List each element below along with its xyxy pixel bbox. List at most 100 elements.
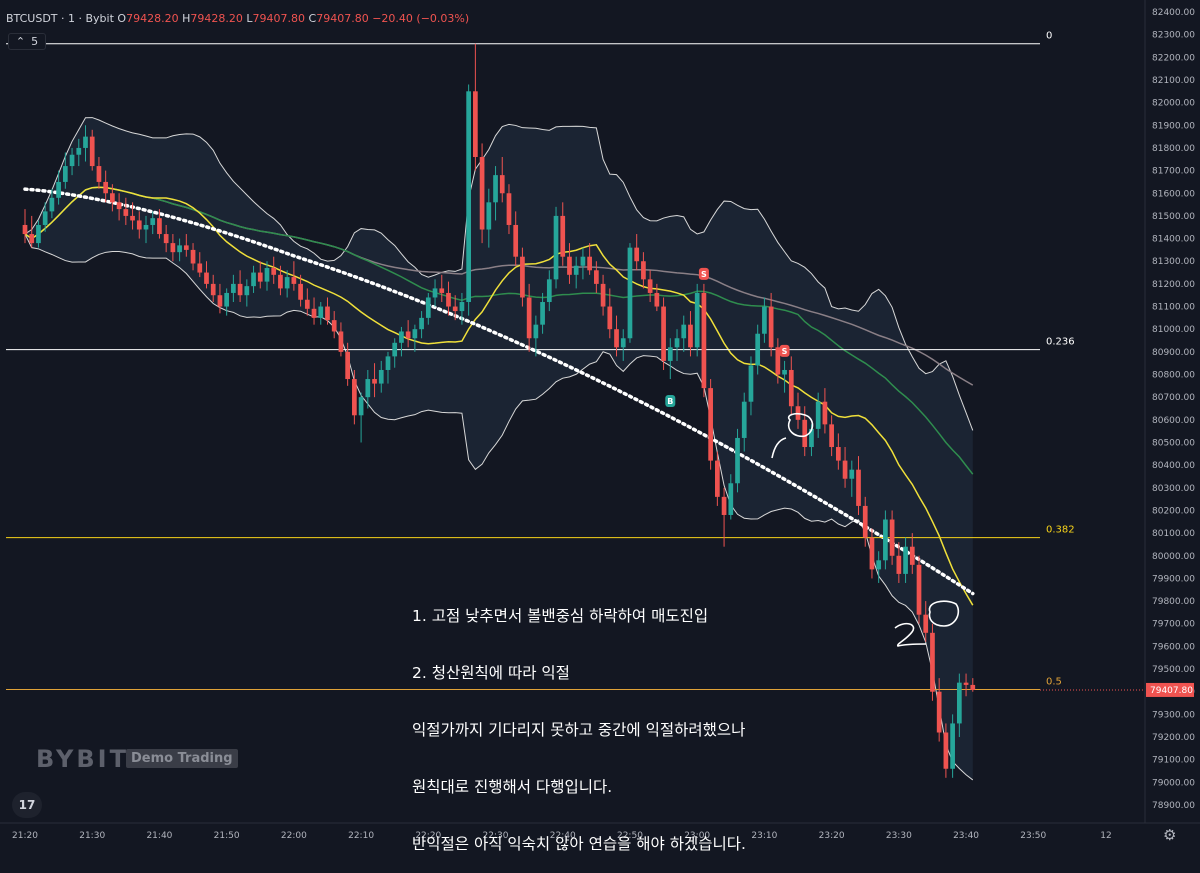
candle-body bbox=[667, 347, 673, 361]
candle-body bbox=[244, 286, 250, 296]
handwritten-number-2 bbox=[894, 622, 927, 647]
time-tick-label: 23:50 bbox=[1020, 831, 1046, 841]
time-tick-label: 22:00 bbox=[281, 831, 307, 841]
ma-mid-line bbox=[24, 186, 974, 475]
candle-body bbox=[580, 256, 586, 266]
price-tick-label: 80700.00 bbox=[1152, 393, 1195, 403]
candle-body bbox=[190, 249, 196, 264]
candle-body bbox=[768, 306, 774, 348]
candle-body bbox=[89, 136, 95, 167]
indicator-collapse-button[interactable]: ⌃ 5 bbox=[8, 33, 46, 50]
price-tick-label: 81500.00 bbox=[1152, 212, 1195, 222]
candle-body bbox=[419, 317, 424, 330]
candle-body bbox=[540, 302, 545, 325]
price-chart[interactable]: 78900.00 79000.00 79100.00 79200.00 79300.00… bbox=[0, 0, 1200, 851]
candle-body bbox=[943, 732, 949, 769]
candle-body bbox=[217, 295, 223, 307]
candle-body bbox=[150, 218, 156, 225]
signal-label: B bbox=[667, 397, 673, 406]
time-tick-label: 22:20 bbox=[415, 831, 441, 841]
tradingview-logo-icon[interactable]: 17 bbox=[12, 792, 42, 818]
candle-body bbox=[331, 320, 337, 332]
price-tick-label: 79200.00 bbox=[1152, 733, 1195, 743]
candle-body bbox=[526, 297, 532, 339]
candle-body bbox=[358, 397, 364, 416]
candle-body bbox=[634, 247, 640, 262]
candle-body bbox=[614, 329, 619, 348]
price-tick-label: 82000.00 bbox=[1152, 99, 1195, 109]
time-tick-label: 12 bbox=[1100, 831, 1111, 841]
time-tick-label: 22:30 bbox=[483, 831, 509, 841]
candle-body bbox=[439, 288, 445, 293]
candle-body bbox=[936, 691, 942, 733]
low-value: 79407.80 bbox=[252, 12, 306, 25]
time-tick-label: 21:20 bbox=[12, 831, 38, 841]
handwritten-circle-2 bbox=[928, 600, 960, 627]
candle-body bbox=[163, 234, 169, 244]
candle-body bbox=[83, 136, 88, 148]
signal-label: S bbox=[701, 270, 707, 279]
candle-body bbox=[110, 193, 115, 203]
fib-level-label: 0.236 bbox=[1046, 337, 1075, 348]
price-tick-label: 82200.00 bbox=[1152, 53, 1195, 63]
candle-body bbox=[136, 220, 142, 230]
candle-body bbox=[546, 279, 552, 303]
candle-body bbox=[473, 91, 478, 158]
candle-body bbox=[466, 91, 471, 303]
candle-body bbox=[338, 331, 344, 352]
candle-body bbox=[755, 333, 761, 366]
candle-body bbox=[42, 211, 48, 225]
candle-body bbox=[741, 401, 747, 438]
candle-body bbox=[788, 369, 794, 407]
time-tick-label: 22:10 bbox=[348, 831, 374, 841]
candle-body bbox=[177, 245, 182, 253]
price-tick-label: 82300.00 bbox=[1152, 31, 1195, 41]
candle-body bbox=[681, 324, 687, 339]
time-tick-label: 22:40 bbox=[550, 831, 576, 841]
candle-body bbox=[654, 292, 660, 307]
candle-body bbox=[883, 519, 888, 561]
candle-body bbox=[573, 265, 579, 275]
candle-body bbox=[446, 292, 451, 307]
sell-signal-marker bbox=[779, 344, 790, 357]
price-tick-label: 79700.00 bbox=[1152, 620, 1195, 630]
candle-body bbox=[688, 324, 693, 348]
candle-body bbox=[587, 256, 592, 271]
price-tick-label: 81900.00 bbox=[1152, 121, 1195, 131]
candle-body bbox=[257, 272, 263, 282]
candle-body bbox=[405, 331, 411, 339]
time-tick-label: 23:10 bbox=[751, 831, 777, 841]
candle-body bbox=[432, 288, 438, 298]
symbol-label[interactable]: BTCUSDT · 1 · Bybit bbox=[6, 12, 114, 25]
buy-signal-marker bbox=[665, 395, 676, 408]
candle-body bbox=[197, 263, 203, 273]
price-tick-label: 79300.00 bbox=[1152, 710, 1195, 720]
candle-body bbox=[735, 437, 740, 484]
candle-body bbox=[304, 299, 310, 309]
fib-level-label: 0.5 bbox=[1046, 676, 1062, 687]
sell-signal-marker bbox=[698, 267, 709, 280]
candle-body bbox=[29, 234, 35, 244]
candle-body bbox=[271, 268, 277, 275]
candle-body bbox=[264, 268, 270, 282]
ma-short-line bbox=[24, 186, 974, 606]
candle-body bbox=[298, 283, 303, 300]
price-tick-label: 80200.00 bbox=[1152, 506, 1195, 516]
candle-body bbox=[694, 292, 700, 348]
open-label: O bbox=[117, 12, 127, 25]
candle-body bbox=[210, 283, 216, 296]
gear-icon[interactable]: ⚙ bbox=[1163, 826, 1177, 844]
candle-body bbox=[641, 261, 646, 280]
price-tick-label: 81200.00 bbox=[1152, 280, 1195, 290]
price-tick-label: 81400.00 bbox=[1152, 235, 1195, 245]
candle-body bbox=[916, 564, 922, 615]
candle-body bbox=[970, 684, 976, 690]
candle-body bbox=[809, 428, 814, 448]
candle-body bbox=[204, 272, 209, 284]
candle-body bbox=[365, 379, 371, 398]
price-tick-label: 80400.00 bbox=[1152, 461, 1195, 471]
candle-body bbox=[909, 546, 915, 565]
candle-body bbox=[506, 193, 512, 225]
candle-body bbox=[251, 272, 256, 287]
bollinger-lower-line bbox=[24, 233, 974, 781]
